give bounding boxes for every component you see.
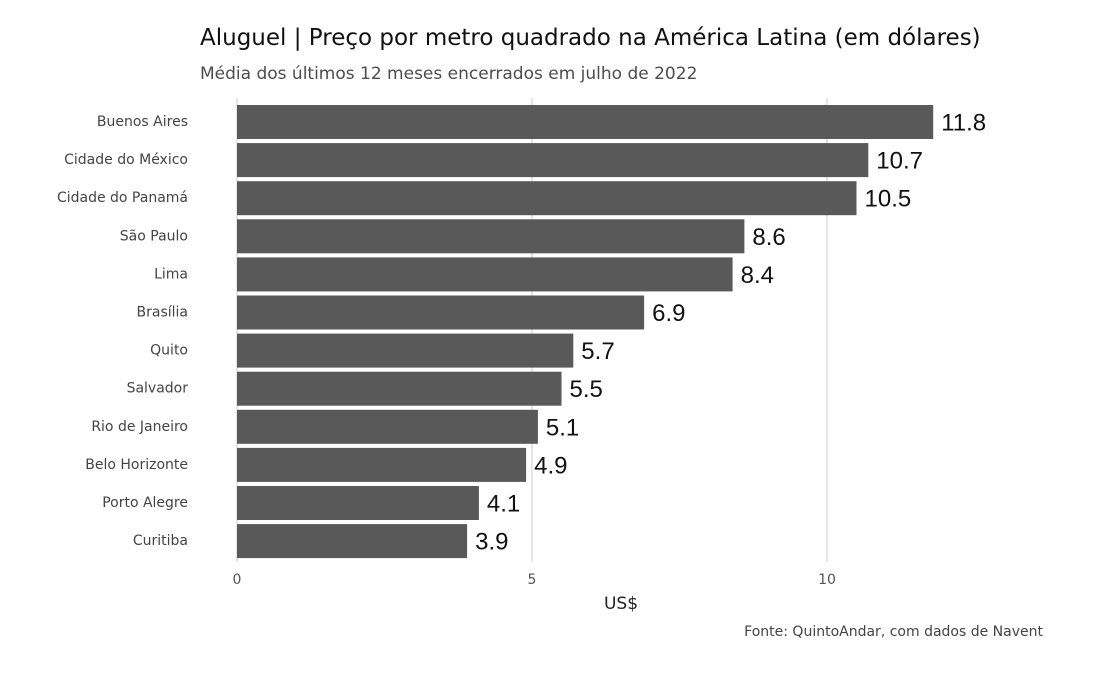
- y-tick-label: Porto Alegre: [102, 495, 188, 511]
- bar: [237, 219, 745, 254]
- data-label: 4.1: [487, 491, 520, 518]
- data-label: 6.9: [652, 300, 685, 327]
- y-tick-label: Lima: [154, 266, 188, 282]
- data-label: 10.7: [876, 148, 923, 175]
- x-axis-title: US$: [604, 594, 638, 614]
- x-tick-label: 0: [233, 572, 242, 588]
- bar: [237, 143, 869, 178]
- y-tick-label: Curitiba: [133, 533, 188, 549]
- y-tick-label: São Paulo: [120, 228, 188, 244]
- chart-caption: Fonte: QuintoAndar, com dados de Navent: [744, 624, 1043, 640]
- y-tick-label: Rio de Janeiro: [91, 419, 188, 435]
- y-tick-label: Brasília: [137, 305, 188, 321]
- data-label: 5.7: [581, 338, 614, 365]
- bar: [237, 295, 645, 330]
- y-tick-label: Cidade do México: [64, 152, 188, 168]
- x-tick-label: 5: [528, 572, 537, 588]
- bar: [237, 371, 562, 406]
- data-label: 5.5: [570, 376, 603, 403]
- x-tick-label: 10: [818, 572, 836, 588]
- y-tick-label: Cidade do Panamá: [57, 190, 188, 206]
- bar: [237, 181, 857, 216]
- data-label: 8.4: [741, 262, 774, 289]
- y-tick-label: Buenos Aires: [97, 114, 188, 130]
- chart-title: Aluguel | Preço por metro quadrado na Am…: [200, 25, 981, 51]
- data-label: 11.8: [941, 110, 986, 137]
- bar: [237, 486, 479, 520]
- data-label: 10.5: [865, 186, 912, 213]
- y-tick-label: Salvador: [127, 381, 189, 397]
- chart-subtitle: Média dos últimos 12 meses encerrados em…: [200, 64, 698, 84]
- y-tick-label: Quito: [150, 343, 188, 359]
- bar: [237, 524, 468, 559]
- y-tick-label: Belo Horizonte: [85, 457, 188, 473]
- bar: [237, 447, 527, 482]
- data-label: 3.9: [475, 529, 508, 556]
- data-label: 5.1: [546, 414, 579, 441]
- bar: [237, 105, 934, 139]
- bar: [237, 409, 538, 444]
- bar: [237, 257, 733, 292]
- data-label: 4.9: [534, 452, 567, 479]
- data-label: 8.6: [752, 224, 785, 251]
- bar: [237, 333, 574, 368]
